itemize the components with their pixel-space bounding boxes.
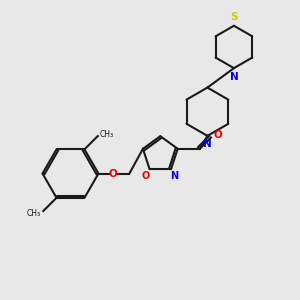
Text: S: S — [230, 12, 238, 22]
Text: N: N — [170, 171, 178, 181]
Text: CH₃: CH₃ — [99, 130, 113, 139]
Text: N: N — [230, 72, 238, 82]
Text: O: O — [142, 171, 150, 181]
Text: CH₃: CH₃ — [27, 208, 41, 217]
Text: O: O — [214, 130, 223, 140]
Text: O: O — [109, 169, 118, 178]
Text: N: N — [203, 140, 212, 149]
